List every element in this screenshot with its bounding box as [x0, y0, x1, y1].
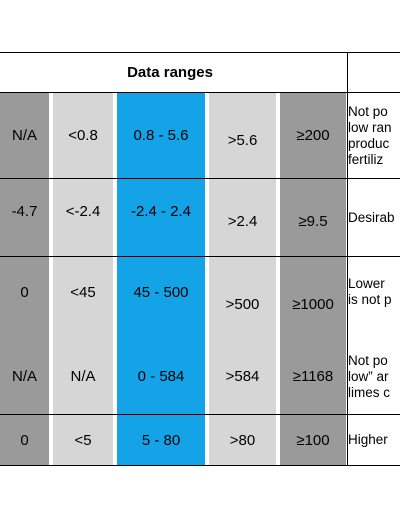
- row-note: Not po low” ar limes c: [348, 339, 400, 414]
- row-note: Desirab: [348, 179, 400, 256]
- cell-value-1: N/A: [53, 339, 113, 414]
- row-divider: [0, 178, 400, 179]
- cell-value-3: >500: [209, 257, 276, 339]
- cell-value-1: <5: [53, 415, 113, 465]
- cell-value-3: >80: [209, 415, 276, 465]
- header-title: Data ranges: [127, 63, 213, 81]
- cell-value-3: >2.4: [209, 179, 276, 256]
- cell-value-2: 0 - 584: [117, 339, 205, 414]
- table-bottom-border: [0, 465, 400, 466]
- cell-value-1: <-2.4: [53, 179, 113, 256]
- cell-value-3: >584: [209, 339, 276, 414]
- cell-value-4: ≥1000: [280, 257, 346, 339]
- row-divider: [0, 256, 400, 257]
- cell-value-2: 5 - 80: [117, 415, 205, 465]
- row-note: Not po low ran produc fertiliz: [348, 93, 400, 178]
- cell-value-4: ≥9.5: [280, 179, 346, 256]
- cell-value-4: ≥200: [280, 93, 346, 178]
- row-note: Higher: [348, 415, 400, 465]
- cell-value-0: -4.7: [0, 179, 49, 256]
- cell-value-2: 0.8 - 5.6: [117, 93, 205, 178]
- cell-value-2: 45 - 500: [117, 257, 205, 339]
- cell-value-2: -2.4 - 2.4: [117, 179, 205, 256]
- cell-value-4: ≥100: [280, 415, 346, 465]
- cell-value-3: >5.6: [209, 93, 276, 178]
- table-top-border: [0, 52, 400, 53]
- row-note: Lower is not p: [348, 257, 400, 339]
- column-divider: [347, 52, 348, 466]
- cell-value-4: ≥1168: [280, 339, 346, 414]
- cell-value-0: N/A: [0, 339, 49, 414]
- cell-value-1: <45: [53, 257, 113, 339]
- table-header: Data ranges: [0, 52, 340, 92]
- row-divider: [0, 414, 400, 415]
- header-bottom-border: [0, 92, 400, 93]
- cell-value-0: N/A: [0, 93, 49, 178]
- cell-value-0: 0: [0, 415, 49, 465]
- data-ranges-table: Data ranges N/A <0.8 0.8 - 5.6 >5.6 ≥200…: [0, 52, 400, 466]
- cell-value-1: <0.8: [53, 93, 113, 178]
- cell-value-0: 0: [0, 257, 49, 339]
